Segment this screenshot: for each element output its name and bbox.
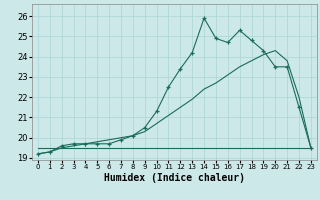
X-axis label: Humidex (Indice chaleur): Humidex (Indice chaleur) <box>104 173 245 183</box>
